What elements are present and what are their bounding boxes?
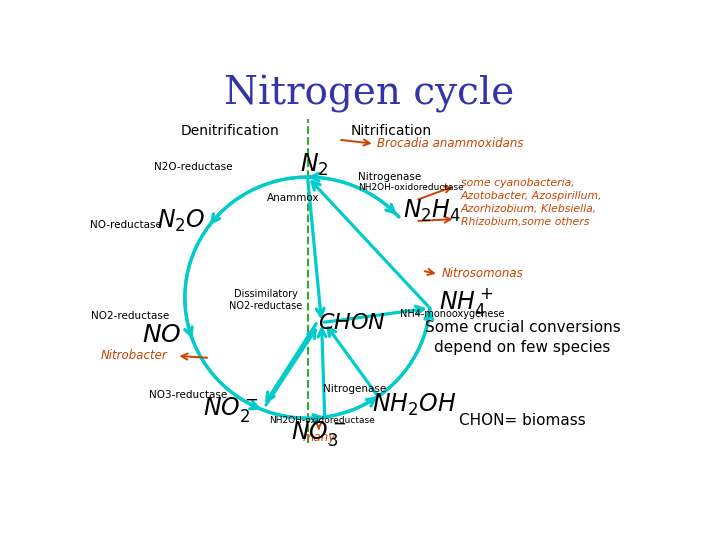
- Text: $N_2$: $N_2$: [300, 152, 328, 178]
- Text: NO-reductase: NO-reductase: [90, 220, 162, 230]
- Text: Dissimilatory
NO2-reductase: Dissimilatory NO2-reductase: [229, 289, 302, 310]
- Text: Brocadia anammoxidans: Brocadia anammoxidans: [377, 137, 524, 150]
- Text: Anammox: Anammox: [267, 193, 320, 203]
- Text: $NO_2^-$: $NO_2^-$: [203, 395, 258, 424]
- Text: $CHON$: $CHON$: [318, 313, 386, 333]
- Text: NH2OH-oxidoreductase: NH2OH-oxidoreductase: [269, 416, 374, 425]
- Text: NH4-monooxygenese: NH4-monooxygenese: [400, 309, 504, 319]
- Text: $N_2H_4$: $N_2H_4$: [403, 198, 462, 224]
- Text: some cyanobacteria,
Azotobacter, Azospirillum,
Azorhizobium, Klebsiella,
Rhizobi: some cyanobacteria, Azotobacter, Azospir…: [461, 178, 603, 227]
- Text: NH2OH-oxidoreductase: NH2OH-oxidoreductase: [358, 183, 464, 192]
- Text: $NH_2OH$: $NH_2OH$: [372, 392, 456, 418]
- Text: Nitrogenase: Nitrogenase: [358, 172, 421, 182]
- Text: CHON= biomass: CHON= biomass: [459, 413, 586, 428]
- Text: Nitrogen cycle: Nitrogen cycle: [224, 75, 514, 113]
- Text: Some crucial conversions
depend on few species: Some crucial conversions depend on few s…: [425, 320, 621, 355]
- Text: NO3-reductase: NO3-reductase: [148, 390, 227, 400]
- Text: $N_2O$: $N_2O$: [158, 208, 206, 234]
- Text: NO2-reductase: NO2-reductase: [91, 312, 169, 321]
- Text: $NO$: $NO$: [142, 323, 181, 347]
- Text: $NH_4^+$: $NH_4^+$: [439, 286, 493, 318]
- Text: Denitrification: Denitrification: [180, 124, 279, 138]
- Text: Nitrobacter: Nitrobacter: [101, 348, 168, 361]
- Text: $NO_3^-$: $NO_3^-$: [292, 419, 347, 448]
- Text: Nitrification: Nitrification: [351, 124, 432, 138]
- Text: N2O-reductase: N2O-reductase: [154, 161, 233, 172]
- Text: Nitrogenase: Nitrogenase: [323, 384, 387, 394]
- Text: Nitrosomonas: Nitrosomonas: [441, 267, 523, 280]
- Text: many: many: [302, 431, 336, 444]
